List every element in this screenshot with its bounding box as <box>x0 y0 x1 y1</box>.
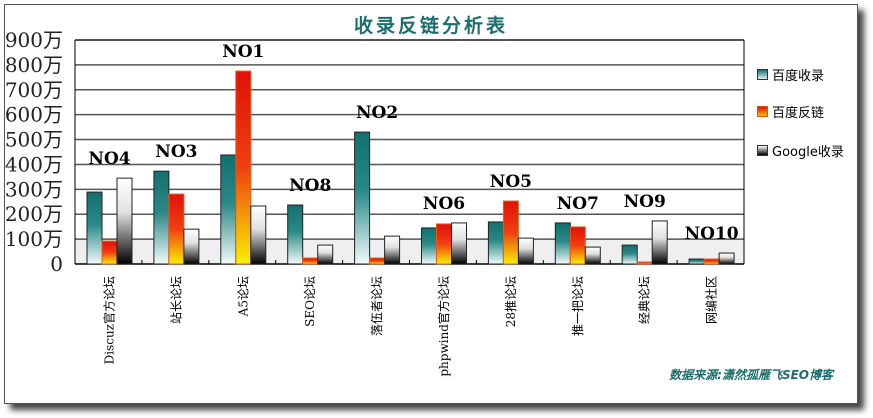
y-tick-label: 200万 <box>5 202 63 226</box>
rank-label: NO9 <box>624 192 666 212</box>
bar-baidu-backlinks <box>369 257 386 265</box>
bar-google-index <box>384 235 401 265</box>
rank-label: NO5 <box>490 172 532 192</box>
y-tick-label: 400万 <box>5 152 63 176</box>
legend-swatch <box>757 106 768 117</box>
x-tick-label: 网编社区 <box>704 276 719 324</box>
bar-google-index <box>250 205 267 265</box>
legend-swatch <box>757 69 768 80</box>
x-tick-label: 28推论坛 <box>504 276 518 327</box>
bar-baidu-backlinks <box>302 257 319 265</box>
y-tick-label: 100万 <box>5 227 63 251</box>
bar-google-index <box>116 177 133 265</box>
rank-label: NO4 <box>88 149 130 169</box>
x-tick-label: SEO论坛 <box>303 276 317 327</box>
rank-label: NO10 <box>685 224 739 244</box>
bar-google-index <box>517 237 534 265</box>
bar-baidu-index <box>621 244 638 265</box>
y-tick-label: 0 <box>50 252 63 276</box>
bar-baidu-backlinks <box>703 258 720 265</box>
y-tick-label: 300万 <box>5 177 63 201</box>
legend-label: 百度反链 <box>772 106 825 121</box>
y-tick-label: 500万 <box>5 128 63 152</box>
bar-google-index <box>584 246 601 265</box>
bar-baidu-index <box>554 222 571 265</box>
legend-item-baidu-backlinks: 百度反链 <box>757 102 824 121</box>
rank-label: NO1 <box>222 42 264 62</box>
y-tick-label: 900万 <box>5 28 63 52</box>
bar-baidu-index <box>220 154 237 265</box>
rank-label: NO6 <box>423 194 465 214</box>
bar-baidu-index <box>287 204 304 265</box>
bar-baidu-index <box>487 221 504 265</box>
rank-label: NO2 <box>356 103 398 123</box>
bar-baidu-backlinks <box>636 261 653 265</box>
bar-baidu-backlinks <box>502 200 519 265</box>
x-tick-label: Discuz官方论坛 <box>102 276 117 364</box>
x-tick-label: phpwind官方论坛 <box>436 276 451 377</box>
bar-baidu-index <box>86 191 103 265</box>
rank-label: NO7 <box>557 194 599 214</box>
legend-label: 百度收录 <box>772 69 825 84</box>
rank-label: NO3 <box>155 142 197 162</box>
x-tick-label: 经典论坛 <box>638 276 652 324</box>
x-tick-label: 落伍者论坛 <box>370 276 384 336</box>
y-tick-label: 800万 <box>5 53 63 77</box>
chart-frame: 收录反链分析表 0 100万 200万 300万 400万 500万 600万 700万 800… <box>4 4 858 404</box>
legend-label: Google收录 <box>772 145 844 160</box>
y-tick-label: 700万 <box>5 78 63 102</box>
y-tick-label: 600万 <box>5 103 63 127</box>
legend-item-google-index: Google收录 <box>757 141 844 160</box>
bar-google-index <box>317 244 334 265</box>
bar-baidu-backlinks <box>168 193 185 265</box>
data-source-note: 数据来源:潇然孤雁飞SEO博客 <box>669 368 833 382</box>
x-tick-label: 推一把论坛 <box>571 276 585 336</box>
bar-baidu-index <box>354 131 371 265</box>
bar-baidu-backlinks <box>101 240 118 265</box>
bar-baidu-backlinks <box>569 226 586 265</box>
bar-baidu-index <box>153 170 170 265</box>
bar-baidu-backlinks <box>436 223 452 265</box>
legend-item-baidu-index: 百度收录 <box>757 65 824 84</box>
bar-google-index <box>183 228 200 265</box>
chart-title: 收录反链分析表 <box>353 15 508 37</box>
legend-swatch <box>757 145 768 156</box>
bar-google-index <box>651 220 668 265</box>
x-tick-label: A5论坛 <box>236 276 250 317</box>
x-tick-label: 站长论坛 <box>169 276 183 324</box>
rank-label: NO8 <box>289 176 331 196</box>
bar-baidu-backlinks <box>235 70 252 265</box>
bar-baidu-index <box>688 258 705 265</box>
bar-baidu-index <box>421 227 437 265</box>
bar-google-index <box>451 222 467 265</box>
bar-google-index <box>718 252 735 265</box>
